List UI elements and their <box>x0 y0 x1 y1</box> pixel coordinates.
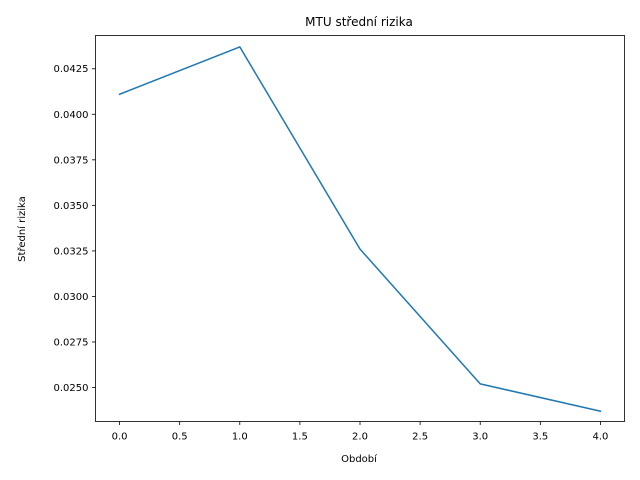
x-tick-label: 0.0 <box>112 432 128 443</box>
y-tick-label: 0.0375 <box>54 155 89 166</box>
y-tick-label: 0.0300 <box>54 292 89 303</box>
x-tick-label: 1.0 <box>232 432 248 443</box>
y-axis-ticks: 0.0250 0.0275 0.0300 0.0325 0.0350 0.0375 0.04… <box>54 64 96 394</box>
x-axis-label: Období <box>341 453 378 465</box>
y-axis-label: Střední rizika <box>16 196 28 262</box>
x-tick-label: 3.0 <box>472 432 488 443</box>
y-tick-label: 0.0275 <box>54 337 89 348</box>
y-tick-label: 0.0350 <box>54 201 89 212</box>
y-tick-label: 0.0325 <box>54 246 89 257</box>
plot-area-frame <box>95 35 625 422</box>
series-line <box>118 46 602 413</box>
x-tick-label: 4.0 <box>593 432 609 443</box>
x-tick-label: 0.5 <box>172 432 188 443</box>
chart-title: MTU střední rizika <box>305 15 413 29</box>
y-tick-label: 0.0250 <box>54 383 89 394</box>
y-tick-label: 0.0425 <box>54 64 89 75</box>
x-tick-label: 1.5 <box>292 432 308 443</box>
x-tick-label: 3.5 <box>532 432 548 443</box>
x-tick-label: 2.0 <box>352 432 368 443</box>
x-axis-ticks: 0.0 0.5 1.0 1.5 2.0 2.5 3.0 3.5 4.0 <box>112 421 609 443</box>
y-tick-label: 0.0400 <box>54 110 89 121</box>
x-tick-label: 2.5 <box>412 432 428 443</box>
